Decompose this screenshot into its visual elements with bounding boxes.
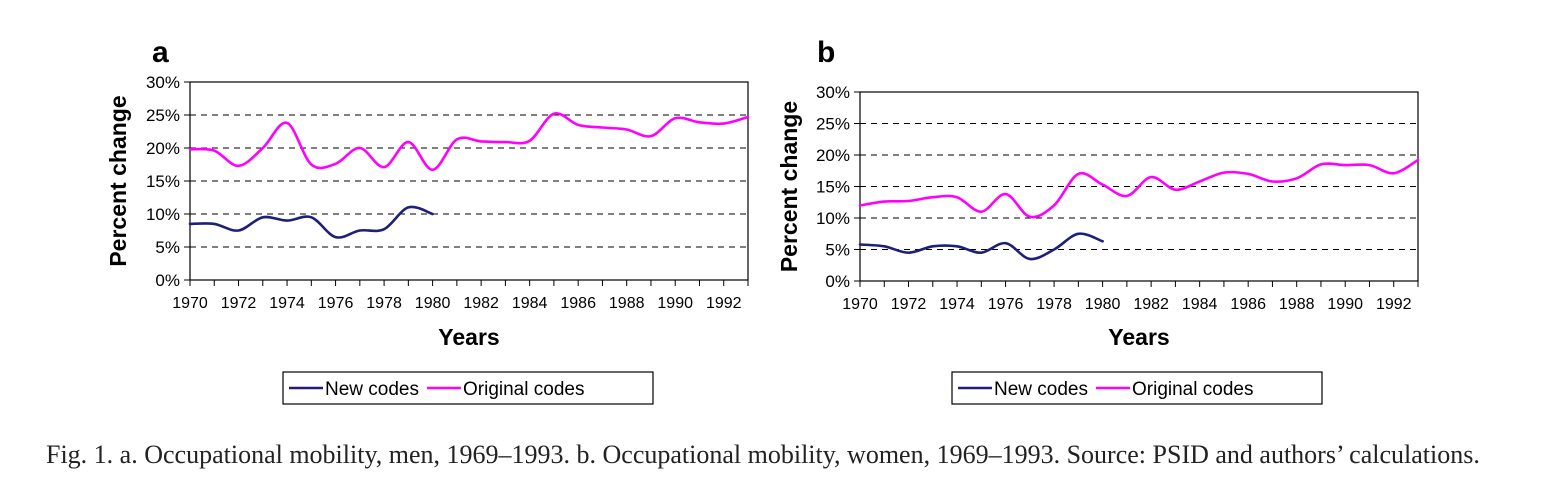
x-axis-title: Years xyxy=(438,324,499,350)
y-tick-label: 20% xyxy=(146,139,180,158)
y-tick-label: 10% xyxy=(146,205,180,224)
plot-area xyxy=(189,81,749,281)
x-tick-label: 1990 xyxy=(1327,296,1363,313)
series-line-original-codes xyxy=(858,158,1420,219)
legend-label: Original codes xyxy=(463,379,584,400)
x-tick-label: 1986 xyxy=(560,295,596,312)
x-tick-label: 1976 xyxy=(988,296,1024,313)
x-tick-label: 1978 xyxy=(366,295,402,312)
series-line-new-codes xyxy=(858,232,1104,261)
x-tick-label: 1976 xyxy=(318,295,354,312)
x-tick-label: 1980 xyxy=(1085,296,1121,313)
legend-box xyxy=(951,371,1323,405)
x-axis-title: Years xyxy=(1108,324,1169,350)
y-tick-label: 25% xyxy=(146,106,180,125)
x-tick-label: 1972 xyxy=(891,296,927,313)
x-tick-label: 1984 xyxy=(1182,296,1218,313)
y-tick-label: 30% xyxy=(816,83,850,102)
chart-panel-b: b 0% 5% 10% 15% 20% 25% 30% 1970 1972 1974 1976 1978… xyxy=(776,36,1420,405)
x-tick-label: 1980 xyxy=(415,295,451,312)
legend-label: New codes xyxy=(325,379,419,400)
legend-box xyxy=(282,371,654,405)
series-line-original-codes xyxy=(188,112,750,172)
y-tick-label: 25% xyxy=(816,115,850,134)
x-tick-label: 1986 xyxy=(1230,296,1266,313)
x-tick-label: 1988 xyxy=(1279,296,1315,313)
panel-label: b xyxy=(817,36,835,69)
y-tick-label: 20% xyxy=(816,146,850,165)
y-tick-label: 10% xyxy=(816,209,850,228)
legend-label: Original codes xyxy=(1132,379,1253,400)
x-tick-label: 1982 xyxy=(463,295,499,312)
chart-panel-a: a 0% 5% 10% 15% 20% 25% 30% 1970 1972 1974 1976 1978… xyxy=(105,36,750,405)
y-tick-label: 5% xyxy=(825,241,850,260)
x-tick-label: 1992 xyxy=(1376,296,1412,313)
x-tick-label: 1970 xyxy=(842,296,878,313)
legend: New codes Original codes xyxy=(951,371,1323,405)
legend-label: New codes xyxy=(994,379,1088,400)
plot-area xyxy=(859,91,1419,282)
x-tick-label: 1978 xyxy=(1036,296,1072,313)
y-tick-label: 15% xyxy=(146,172,180,191)
x-tick-label: 1990 xyxy=(657,295,693,312)
panel-label: a xyxy=(152,36,169,69)
y-axis-title: Percent change xyxy=(105,95,131,266)
x-tick-label: 1984 xyxy=(512,295,548,312)
y-tick-label: 0% xyxy=(155,271,180,290)
series-line-new-codes xyxy=(188,205,434,239)
legend: New codes Original codes xyxy=(282,371,654,405)
x-tick-label: 1992 xyxy=(706,295,742,312)
x-tick-label: 1988 xyxy=(609,295,645,312)
x-tick-label: 1974 xyxy=(269,295,305,312)
y-axis-title: Percent change xyxy=(776,101,802,272)
x-tick-label: 1974 xyxy=(939,296,975,313)
x-tick-label: 1972 xyxy=(221,295,257,312)
y-tick-label: 0% xyxy=(825,272,850,291)
figure-caption: Fig. 1. a. Occupational mobility, men, 1… xyxy=(46,440,1480,469)
y-tick-label: 5% xyxy=(155,238,180,257)
y-tick-label: 30% xyxy=(146,73,180,92)
x-tick-label: 1970 xyxy=(172,295,208,312)
y-tick-label: 15% xyxy=(816,178,850,197)
x-tick-label: 1982 xyxy=(1133,296,1169,313)
